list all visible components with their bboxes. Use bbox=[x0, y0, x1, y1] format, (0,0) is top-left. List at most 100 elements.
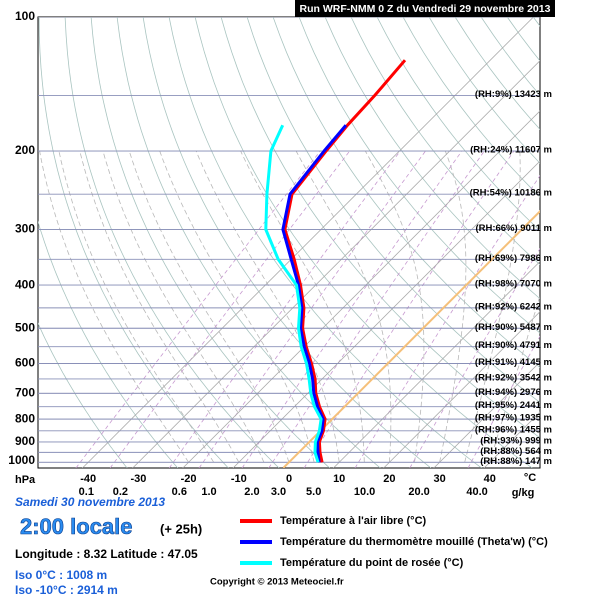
legend-label: Température du point de rosée (°C) bbox=[280, 557, 464, 569]
level-label: (RH:66%) 9011 m bbox=[475, 223, 552, 234]
moist-adiabat bbox=[128, 150, 290, 463]
level-label: (RH:97%) 1935 m bbox=[475, 413, 552, 424]
y-axis-label: hPa bbox=[15, 474, 36, 486]
moist-adiabat bbox=[195, 150, 340, 463]
mixing-ratio-tick-label: 2.0 bbox=[244, 486, 259, 498]
mixing-ratio-tick-label: 0.1 bbox=[79, 486, 94, 498]
level-label: (RH:98%) 7070 m bbox=[475, 279, 552, 290]
title: Run WRF-NMM 0 Z du Vendredi 29 novembre … bbox=[300, 3, 551, 15]
mixing-ratio-tick-label: 1.0 bbox=[201, 486, 216, 498]
dry-adiabat bbox=[90, 17, 330, 468]
level-label: (RH:92%) 3542 m bbox=[475, 372, 552, 383]
date: Samedi 30 novembre 2013 bbox=[15, 495, 165, 509]
dry-adiabat bbox=[298, 17, 540, 334]
level-label: (RH:96%) 1455 m bbox=[475, 424, 552, 435]
y-tick-label: 900 bbox=[15, 434, 35, 448]
x-tick-label: 40 bbox=[484, 473, 496, 485]
zero-isotherm bbox=[282, 209, 540, 468]
y-tick-label: 1000 bbox=[8, 453, 35, 467]
mixing-ratio-tick-label: 3.0 bbox=[271, 486, 286, 498]
x-tick-label: -30 bbox=[130, 473, 146, 485]
y-tick-label: 100 bbox=[15, 9, 35, 23]
x-axis-label: °C bbox=[524, 472, 536, 484]
level-label: (RH:91%) 4145 m bbox=[475, 357, 552, 368]
isotherm bbox=[132, 60, 540, 468]
mixing-ratio-line bbox=[467, 335, 540, 468]
isotherm bbox=[182, 110, 540, 468]
y-tick-label: 700 bbox=[15, 385, 35, 399]
mixing-ratio-label: g/kg bbox=[512, 487, 535, 499]
dry-adiabat bbox=[324, 17, 540, 300]
mixing-ratio-line bbox=[268, 150, 485, 468]
level-label: (RH:93%) 999 m bbox=[480, 435, 552, 446]
profiles bbox=[264, 59, 540, 468]
time: 2:00 locale bbox=[20, 514, 133, 539]
dry-adiabat bbox=[64, 17, 280, 468]
y-tick-label: 300 bbox=[15, 222, 35, 236]
mixing-ratio-tick-label: 20.0 bbox=[408, 486, 429, 498]
level-label: (RH:92%) 6242 m bbox=[475, 301, 552, 312]
moist-adiabat bbox=[489, 294, 540, 463]
dry-adiabat bbox=[246, 17, 540, 403]
level-label: (RH:24%) 11607 m bbox=[470, 145, 552, 156]
level-label: (RH:95%) 2441 m bbox=[475, 400, 552, 411]
location: Longitude : 8.32 Latitude : 47.05 bbox=[15, 547, 198, 561]
y-tick-label: 600 bbox=[15, 356, 35, 370]
dry-adiabat bbox=[376, 17, 540, 232]
dry-adiabat bbox=[38, 17, 229, 468]
mixing-ratio-tick-label: 5.0 bbox=[306, 486, 321, 498]
level-label: (RH:90%) 4791 m bbox=[475, 340, 552, 351]
dry-adiabat bbox=[38, 322, 128, 468]
isotherm bbox=[333, 260, 540, 468]
mixing-ratio-line bbox=[198, 150, 426, 468]
mixing-ratio-line bbox=[109, 150, 351, 468]
y-tick-label: 400 bbox=[15, 277, 35, 291]
dry-adiabat bbox=[585, 17, 595, 468]
profile-line bbox=[283, 59, 407, 463]
isotherm bbox=[433, 361, 540, 468]
y-tick-label: 800 bbox=[15, 411, 35, 425]
labels: 0.1 0.2 0.6 1.0 2.0 3.0 5.0 10.0 20.0 40.0 -40 -30 -… bbox=[8, 9, 552, 498]
legend-label: Température du thermomètre mouillé (Thet… bbox=[280, 536, 548, 548]
x-tick-label: 30 bbox=[433, 473, 445, 485]
dry-adiabat bbox=[220, 17, 540, 439]
level-label: (RH:88%) 147 m bbox=[480, 456, 552, 467]
mixing-ratio-tick-label: 0.2 bbox=[113, 486, 128, 498]
isotherm bbox=[82, 17, 534, 468]
dry-adiabat bbox=[559, 17, 595, 468]
legend-label: Température à l'air libre (°C) bbox=[280, 515, 427, 527]
mixing-ratio-tick-label: 10.0 bbox=[354, 486, 375, 498]
x-tick-label: 10 bbox=[333, 473, 345, 485]
mixing-ratio-line bbox=[168, 150, 401, 468]
x-tick-label: 0 bbox=[286, 473, 292, 485]
level-label: (RH:69%) 7986 m bbox=[475, 253, 552, 264]
level-label: (RH:54%) 10186 m bbox=[470, 188, 552, 199]
level-label: (RH:9%) 13423 m bbox=[475, 89, 552, 100]
moist-adiabat bbox=[39, 150, 189, 463]
dry-adiabat bbox=[38, 220, 179, 468]
dry-adiabat bbox=[350, 17, 540, 266]
mixing-ratio-line bbox=[354, 174, 540, 468]
iso-10: Iso -10°C : 2914 m bbox=[15, 583, 118, 596]
isotherm bbox=[383, 311, 540, 468]
x-tick-label: -20 bbox=[181, 473, 197, 485]
lead-time: (+ 25h) bbox=[160, 521, 202, 536]
isotherm bbox=[232, 160, 540, 468]
title-box bbox=[295, 0, 555, 17]
profile-line bbox=[264, 124, 323, 463]
x-tick-label: -40 bbox=[80, 473, 96, 485]
level-label: (RH:94%) 2976 m bbox=[475, 387, 552, 398]
mixing-ratio-tick-label: 40.0 bbox=[466, 486, 487, 498]
legend: Température à l'air libre (°C) Températur… bbox=[240, 515, 548, 569]
y-tick-label: 200 bbox=[15, 143, 35, 157]
moist-adiabat bbox=[464, 150, 521, 463]
mixing-ratio-line bbox=[409, 247, 540, 468]
copyright: Copyright © 2013 Meteociel.fr bbox=[210, 577, 344, 588]
x-tick-label: -10 bbox=[231, 473, 247, 485]
iso-0: Iso 0°C : 1008 m bbox=[15, 568, 107, 582]
x-tick-label: 20 bbox=[383, 473, 395, 485]
y-tick-label: 500 bbox=[15, 320, 35, 334]
background-grid bbox=[38, 17, 595, 468]
dry-adiabat bbox=[168, 17, 482, 468]
